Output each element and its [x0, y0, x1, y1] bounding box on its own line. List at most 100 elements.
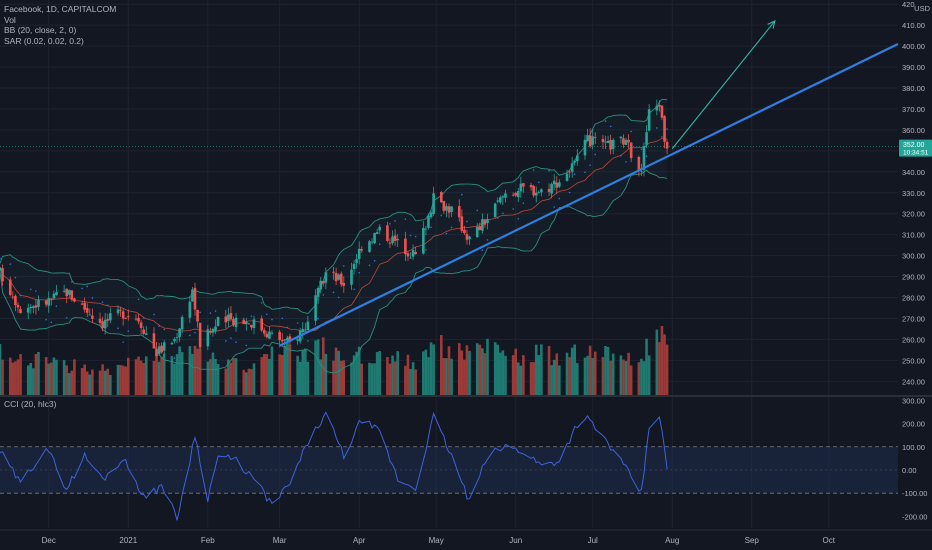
sar-dot — [81, 287, 83, 290]
legend-symbol[interactable]: Facebook, 1D, CAPITALCOM — [4, 4, 117, 14]
candle-body — [516, 191, 520, 198]
candle-body — [103, 319, 107, 329]
candle-body — [321, 281, 325, 284]
volume-bar — [85, 371, 89, 396]
sar-dot — [322, 294, 325, 296]
volume-bar — [32, 368, 35, 396]
volume-bar — [442, 358, 446, 396]
volume-bar — [157, 361, 161, 396]
volume-bar — [80, 367, 84, 396]
candle-body — [409, 257, 412, 259]
sar-dot — [307, 340, 309, 342]
sar-dot — [640, 148, 643, 150]
volume-bar — [137, 356, 140, 396]
sar-dot — [553, 206, 555, 208]
bollinger-lower-band — [0, 169, 668, 374]
candle-body — [591, 136, 594, 145]
candle-body — [316, 288, 320, 297]
volume-bar — [406, 354, 410, 396]
candle-body — [198, 322, 202, 348]
sar-dot — [502, 212, 504, 215]
sar-dot — [609, 125, 612, 128]
candle-body — [88, 314, 92, 316]
legend-bollinger[interactable]: BB (20, close, 2, 0) — [4, 25, 77, 35]
volume-bar — [427, 357, 430, 396]
candle-body — [206, 329, 210, 347]
volume-bar — [234, 358, 238, 396]
candle-body — [647, 109, 651, 131]
candle-body — [360, 249, 364, 251]
sar-dot — [373, 259, 376, 262]
volume-bar — [37, 351, 40, 396]
volume-bar — [224, 368, 228, 396]
volume-bar — [447, 346, 451, 396]
parabolic-sar — [0, 120, 668, 359]
legend-cci[interactable]: CCI (20, hlc3) — [4, 399, 57, 409]
sar-dot — [137, 298, 140, 301]
sar-dot — [55, 305, 58, 307]
volume-bar — [604, 345, 607, 396]
candle-body — [501, 196, 505, 198]
price-tick-label: 300.00 — [902, 252, 925, 261]
sar-dot — [153, 313, 155, 316]
candle-body — [314, 295, 317, 321]
volume-bar — [424, 349, 428, 396]
volume-bar — [663, 334, 666, 396]
volume-bar — [121, 365, 125, 396]
legend-sar[interactable]: SAR (0.02, 0.02, 0.2) — [4, 35, 84, 46]
volume-bar — [432, 344, 435, 396]
volume-bar — [139, 360, 143, 396]
price-badge-label: 352.00 — [903, 142, 925, 149]
sar-dot — [250, 315, 253, 317]
price-tick-label: 320.00 — [902, 210, 925, 219]
candle-body — [142, 329, 145, 334]
volume-bar — [583, 357, 587, 396]
price-tick-label: 420 — [902, 0, 915, 9]
legend-volume[interactable]: Vol — [4, 14, 16, 25]
sar-dot — [661, 136, 663, 138]
price-tick-label: 400.00 — [902, 42, 925, 51]
sar-dot — [35, 290, 37, 292]
time-tick-label: Jun — [509, 536, 522, 545]
candle-body — [440, 191, 443, 203]
sar-dot — [286, 326, 289, 329]
volume-bar — [352, 355, 356, 396]
sar-dot — [645, 155, 648, 158]
volume-bar — [486, 338, 489, 396]
volume-bar — [180, 352, 184, 396]
volume-bar — [496, 344, 500, 396]
sar-dot — [573, 173, 576, 175]
candle-body — [245, 321, 248, 325]
candle-body — [67, 290, 71, 295]
sar-dot — [466, 220, 468, 223]
candle-body — [427, 215, 430, 228]
sar-dot — [486, 239, 489, 241]
candle-body — [247, 323, 251, 325]
candle-body — [414, 252, 417, 255]
candle-body — [355, 259, 358, 263]
candle-body — [85, 308, 89, 313]
candle-body — [119, 309, 122, 311]
volume-bar — [357, 346, 361, 396]
candle-body — [250, 324, 253, 328]
sar-dot — [630, 130, 632, 133]
volume-bar — [332, 360, 335, 396]
volume-bar — [391, 355, 394, 396]
sar-dot — [589, 164, 591, 166]
candle-body — [463, 229, 466, 234]
volume-bar — [450, 358, 453, 396]
volume-bar — [98, 370, 102, 396]
candle-body — [178, 328, 181, 338]
volume-bar — [429, 342, 433, 396]
sar-dot — [163, 328, 166, 331]
volume-bar — [109, 374, 112, 396]
volume-bar — [304, 348, 307, 396]
candle-body — [568, 171, 571, 173]
volume-bar — [319, 359, 323, 396]
candle-body — [26, 307, 30, 313]
candle-body — [232, 319, 235, 326]
trendline — [279, 43, 899, 347]
volume-bar — [280, 355, 284, 396]
